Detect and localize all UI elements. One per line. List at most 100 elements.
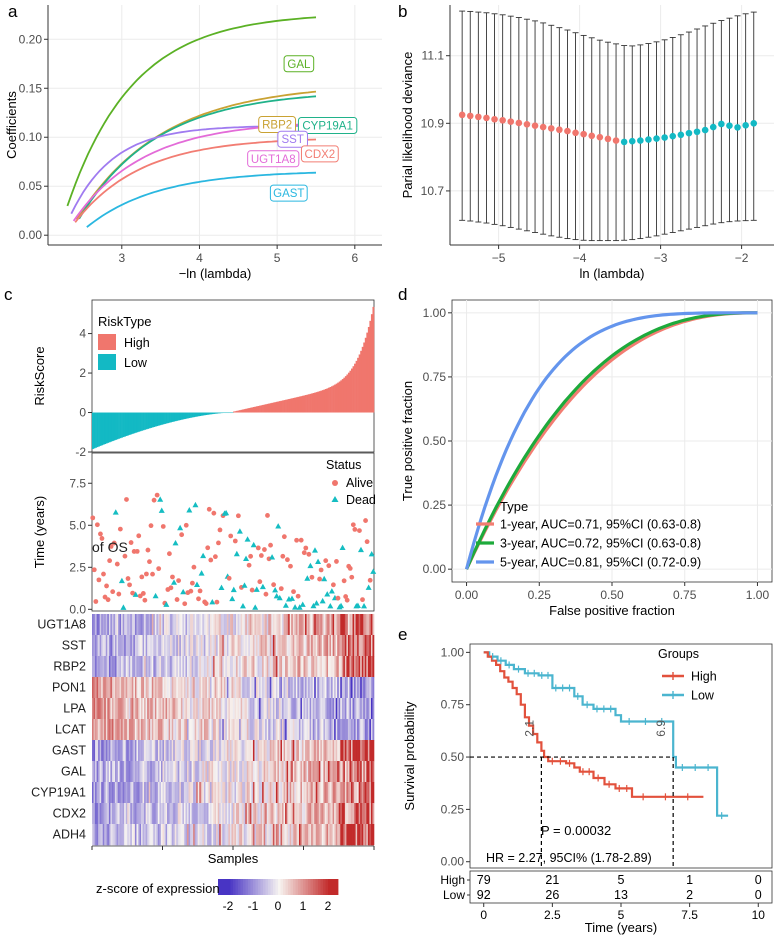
risk-table-cell: 13	[614, 888, 628, 902]
risk-bar	[122, 412, 125, 438]
heatmap-cell	[104, 761, 107, 783]
risk-bar	[95, 412, 97, 448]
heatmap-cell	[162, 614, 165, 636]
dead-point	[299, 601, 306, 607]
heatmap-cell	[295, 740, 298, 762]
risk-bar	[193, 412, 195, 418]
heatmap-cell	[183, 740, 186, 762]
alive-point	[99, 536, 105, 541]
heatmap-cell	[251, 740, 254, 762]
heatmap-cell	[312, 824, 315, 846]
heatmap-cell	[154, 782, 157, 804]
heatmap-cell	[340, 761, 343, 783]
heatmap-cell	[199, 614, 202, 636]
heatmap-cell	[142, 635, 145, 657]
heatmap-cell	[226, 677, 229, 699]
heatmap-cell	[242, 635, 245, 657]
x-tick-label: 5	[618, 908, 625, 922]
heatmap-cell	[343, 719, 346, 741]
heatmap-cell	[312, 719, 315, 741]
heatmap-cell	[344, 803, 347, 825]
heatmap-cell	[150, 635, 153, 657]
risk-bar	[352, 366, 355, 413]
heatmap-cell	[361, 698, 364, 720]
heatmap-cell	[139, 614, 142, 636]
risk-bar	[289, 398, 292, 413]
risk-bar	[234, 411, 237, 413]
heatmap-cell	[343, 698, 346, 720]
deviance-point	[523, 121, 531, 128]
heatmap-cell	[118, 719, 120, 741]
dead-point	[233, 550, 240, 557]
heatmap-cell	[171, 719, 174, 741]
heatmap-cell	[107, 761, 110, 783]
heatmap-cell	[187, 761, 189, 783]
heatmap-cell	[340, 677, 343, 699]
heatmap-cell	[188, 803, 191, 825]
heatmap-cell	[243, 803, 246, 825]
heatmap-cell	[190, 656, 192, 678]
heatmap-cell	[314, 698, 317, 720]
heatmap-cell	[93, 635, 96, 657]
heatmap-cell	[128, 824, 131, 846]
heatmap-cell	[147, 656, 150, 678]
heatmap-cell	[151, 635, 154, 657]
heatmap-cell	[248, 824, 251, 846]
dead-point	[328, 588, 335, 594]
heatmap-cell	[357, 761, 359, 783]
heatmap-cell	[194, 719, 197, 741]
heatmap-cell	[194, 698, 197, 720]
heatmap-cell	[199, 635, 202, 657]
heatmap-cell	[308, 635, 310, 657]
heatmap-cell	[137, 656, 140, 678]
heatmap-cell	[245, 656, 248, 678]
heatmap-cell	[185, 677, 188, 699]
heatmap-cell	[92, 614, 94, 636]
heatmap-cell	[363, 677, 366, 699]
heatmap-cell	[111, 614, 114, 636]
heatmap-cell	[324, 635, 327, 657]
heatmap-cell	[222, 803, 225, 825]
heatmap-cell	[151, 803, 154, 825]
heatmap-cell	[151, 698, 154, 720]
heatmap-cell	[289, 803, 292, 825]
y-tick-label: 0.25	[441, 802, 465, 816]
heatmap-cell	[286, 740, 289, 762]
heatmap-cell	[323, 635, 326, 657]
heatmap-cell	[145, 761, 148, 783]
label-box-cdx2	[300, 145, 339, 163]
risk-bar	[130, 412, 133, 435]
risk-bar	[183, 412, 186, 420]
heatmap-cell	[157, 656, 160, 678]
y-axis-label: RiskScore	[32, 346, 47, 405]
heatmap-cell	[125, 761, 128, 783]
legend-label-high: High	[124, 336, 150, 350]
heatmap-cell	[297, 698, 300, 720]
heatmap-cell	[191, 698, 194, 720]
heatmap-cell	[144, 824, 146, 846]
colorbar-segment	[300, 879, 304, 895]
heatmap-cell	[179, 698, 182, 720]
heatmap-cell	[137, 761, 140, 783]
heatmap-cell	[231, 782, 234, 804]
heatmap-cell	[268, 656, 271, 678]
heatmap-cell	[142, 782, 145, 804]
heatmap-cell	[334, 824, 336, 846]
risk-table-cell: 79	[477, 873, 491, 887]
heatmap-cell	[170, 614, 172, 636]
heatmap-cell	[104, 782, 107, 804]
heatmap-cell	[219, 698, 222, 720]
heatmap-cell	[148, 761, 151, 783]
heatmap-cell	[208, 614, 211, 636]
heatmap-cell	[329, 740, 332, 762]
heatmap-cell	[335, 635, 338, 657]
heatmap-cell	[324, 803, 327, 825]
heatmap-cell	[119, 656, 122, 678]
heatmap-cell	[252, 635, 255, 657]
heatmap-cell	[266, 824, 269, 846]
heatmap-cell	[171, 635, 174, 657]
heatmap-cell	[222, 761, 225, 783]
heatmap-cell	[213, 698, 215, 720]
heatmap-cell	[108, 782, 111, 804]
heatmap-cell	[191, 614, 194, 636]
